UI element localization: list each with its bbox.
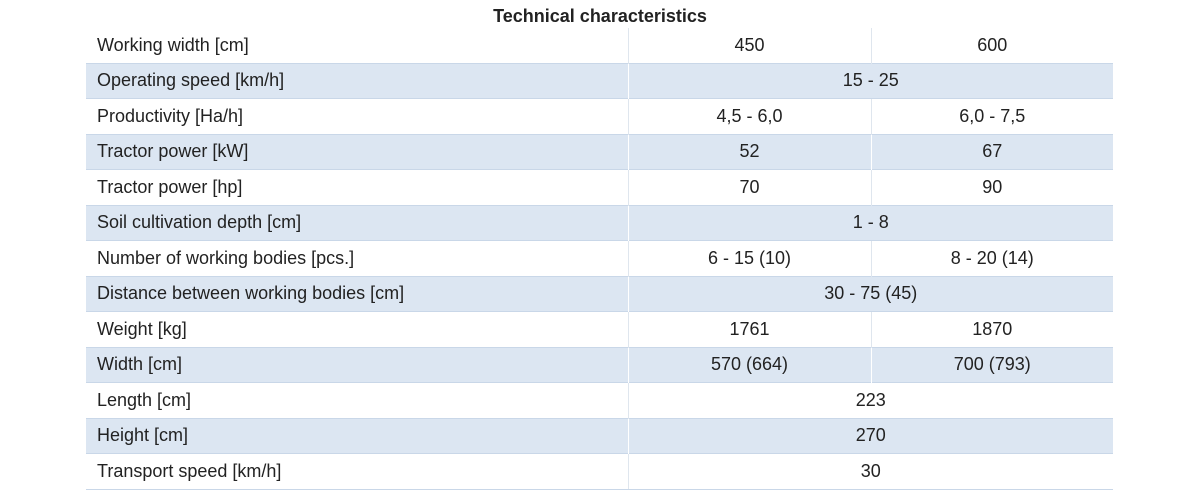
table-row: Weight [kg] 1761 1870: [86, 311, 1113, 347]
row-value: 30 - 75 (45): [627, 275, 1113, 312]
row-value: 1 - 8: [627, 204, 1113, 241]
table-title: Technical characteristics: [493, 6, 707, 26]
table-row: Transport speed [km/h] 30: [86, 453, 1113, 490]
table-row: Distance between working bodies [cm] 30 -…: [86, 275, 1113, 312]
row-value: 1761: [627, 311, 871, 347]
row-label: Length [cm]: [86, 382, 628, 418]
table-row: Number of working bodies [pcs.] 6 - 15 (1…: [86, 240, 1113, 276]
row-value: 67: [870, 133, 1113, 170]
row-value: 450: [627, 28, 871, 63]
row-value: 15 - 25: [627, 62, 1113, 99]
row-value: 70: [627, 169, 871, 205]
row-label: Height [cm]: [86, 417, 628, 454]
row-label: Operating speed [km/h]: [86, 62, 628, 99]
row-label: Number of working bodies [pcs.]: [86, 240, 628, 276]
table-row: Operating speed [km/h] 15 - 25: [86, 62, 1113, 99]
table-row: Length [cm] 223: [86, 382, 1113, 418]
row-value: 570 (664): [627, 346, 871, 383]
spec-table: Working width [cm] 450 600 Operating speed …: [86, 28, 1113, 490]
table-row: Tractor power [hp] 70 90: [86, 169, 1113, 205]
row-value: 6,0 - 7,5: [870, 98, 1113, 134]
row-label: Transport speed [km/h]: [86, 453, 628, 490]
row-label: Working width [cm]: [97, 34, 249, 55]
row-label: Weight [kg]: [86, 311, 628, 347]
row-value: 4,5 - 6,0: [627, 98, 871, 134]
row-value: 223: [627, 382, 1113, 418]
row-value: 270: [627, 417, 1113, 454]
row-value: 8 - 20 (14): [870, 240, 1113, 276]
row-value: 700 (793): [870, 346, 1113, 383]
row-label: Distance between working bodies [cm]: [86, 275, 628, 312]
table-row: Tractor power [kW] 52 67: [86, 133, 1113, 170]
row-value: 6 - 15 (10): [627, 240, 871, 276]
table-row: Soil cultivation depth [cm] 1 - 8: [86, 204, 1113, 241]
table-row: Height [cm] 270: [86, 417, 1113, 454]
row-label: Soil cultivation depth [cm]: [86, 204, 628, 241]
row-value: 90: [870, 169, 1113, 205]
row-label: Tractor power [hp]: [86, 169, 628, 205]
row-value: 600: [870, 28, 1113, 63]
row-value: 1870: [870, 311, 1113, 347]
table-row: Productivity [Ha/h] 4,5 - 6,0 6,0 - 7,5: [86, 98, 1113, 134]
row-label: Tractor power [kW]: [86, 133, 628, 170]
table-row: Working width [cm] 450 600: [86, 28, 1113, 63]
row-label: Productivity [Ha/h]: [86, 98, 628, 134]
row-label: Width [cm]: [86, 346, 628, 383]
row-value: 52: [627, 133, 871, 170]
table-row: Width [cm] 570 (664) 700 (793): [86, 346, 1113, 383]
row-value: 30: [627, 453, 1113, 490]
